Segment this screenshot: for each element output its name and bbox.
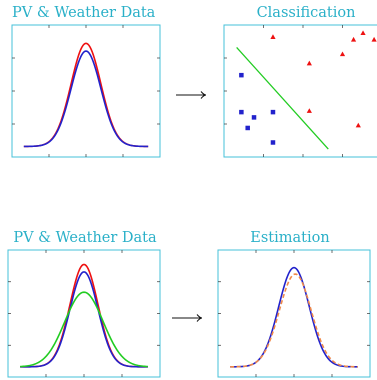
decision-boundary <box>236 47 329 150</box>
series-line-bottom_right-0 <box>230 266 358 368</box>
flow-arrows <box>172 91 207 322</box>
series-line-top_left-0 <box>23 42 149 148</box>
scatter-point-square <box>245 125 250 131</box>
series-line-bottom_right-1 <box>230 273 358 368</box>
scatter-point-triangle <box>306 108 312 113</box>
scatter-point-square <box>270 109 276 115</box>
scatter-point-triangle <box>339 51 346 57</box>
scatter-point-square <box>239 72 244 78</box>
arrow-to-classification-head <box>200 91 207 99</box>
scatter-point-triangle <box>350 36 357 42</box>
panel-title-pv-weather-top: PV & Weather Data <box>12 5 156 21</box>
frame-bottom_right <box>217 249 371 378</box>
panel-frames <box>7 24 377 378</box>
scatter-point-triangle <box>270 34 276 39</box>
series-line-bottom_left-0 <box>20 263 148 368</box>
scatter-point-square <box>239 109 244 115</box>
series-line-bottom_left-1 <box>20 271 148 368</box>
frame-bottom_left <box>7 249 161 378</box>
arrow-to-estimation-head <box>196 314 203 322</box>
panel-title-classification: Classification <box>256 5 356 21</box>
panel-title-estimation: Estimation <box>250 230 330 246</box>
panel-title-pv-weather-bottom: PV & Weather Data <box>13 230 157 246</box>
series-line-bottom_left-2 <box>20 291 148 368</box>
scatter-point-triangle <box>371 36 377 42</box>
series-line-top_left-1 <box>23 50 149 148</box>
chart-marks <box>20 30 377 368</box>
frame-top_left <box>11 24 161 158</box>
scatter-point-triangle <box>306 60 312 66</box>
scatter-point-triangle <box>360 30 366 35</box>
scatter-point-square <box>270 140 276 145</box>
scatter-point-triangle <box>355 122 361 128</box>
frame-top_right <box>223 24 377 158</box>
scatter-point-square <box>251 115 257 120</box>
